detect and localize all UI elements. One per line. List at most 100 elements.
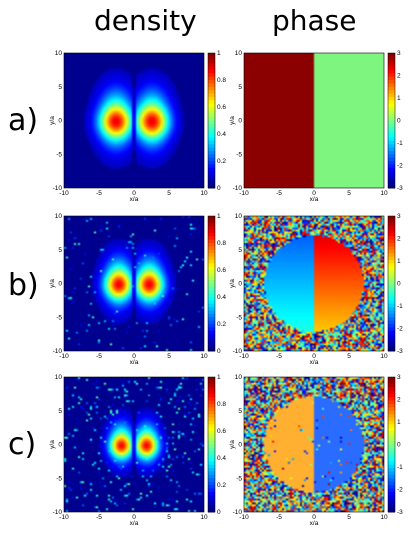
density-heatmap-image (64, 53, 204, 188)
x-axis-label: x/a (310, 196, 319, 203)
colorbar-tick-label: -2 (397, 163, 403, 170)
y-tick-label: 10 (235, 374, 243, 381)
colorbar-tick-label: 0.6 (217, 104, 226, 111)
x-tick-label: -5 (96, 514, 102, 521)
colorbar-tick-label: 0 (217, 185, 221, 192)
x-tick-label: -5 (276, 514, 282, 521)
x-tick-label: -5 (96, 353, 102, 360)
colorbar-tick-label: -1 (397, 464, 403, 471)
colorbar-tick-label: 0.2 (217, 321, 226, 328)
x-tick-label: -5 (276, 353, 282, 360)
x-tick-label: 5 (347, 514, 351, 521)
y-tick-label: -5 (56, 314, 62, 321)
x-tick-label: 5 (167, 190, 171, 197)
x-axis-label: x/a (130, 196, 139, 203)
x-tick-label: 0 (312, 514, 316, 521)
y-tick-label: 0 (238, 281, 242, 288)
y-tick-label: 0 (58, 281, 62, 288)
density-plot: 10 5 0 -5 -10-10 -5 0 5 10 x/a y/a 1 0.8 0.6 0.4 0.2 0 (49, 374, 226, 527)
x-tick-label: 5 (347, 190, 351, 197)
x-tick-label: 0 (132, 514, 136, 521)
colorbar-tick-label: 0.8 (217, 401, 226, 408)
x-tick-label: -10 (59, 514, 69, 521)
x-tick-label: 5 (167, 353, 171, 360)
a-phase-panel: 10 5 0 -5 -10 -10 -5 0 5 10 x/a y/a 3 2 1 0 -1 -2 -3 (228, 50, 408, 210)
y-tick-label: -5 (236, 151, 242, 158)
x-tick-label: 0 (312, 353, 316, 360)
x-tick-label: 0 (132, 190, 136, 197)
density-column-title: density (94, 4, 197, 37)
y-tick-label: -5 (236, 475, 242, 482)
colorbar-tick-label: 0.6 (217, 428, 226, 435)
colorbar-tick-label: 0 (397, 442, 401, 449)
x-axis-label: x/a (130, 359, 139, 366)
colorbar-tick-label: -1 (397, 140, 403, 147)
y-tick-label: 10 (55, 213, 63, 220)
colorbar-tick-label: 1 (217, 213, 221, 220)
density-heatmap-image (64, 377, 204, 512)
y-tick-label: -10 (53, 185, 63, 192)
y-tick-label: 10 (235, 213, 243, 220)
colorbar-tick-label: 0 (217, 509, 221, 516)
phase-heatmap-image (244, 53, 384, 188)
y-tick-label: 10 (55, 374, 63, 381)
x-tick-label: -10 (59, 190, 69, 197)
y-axis-label: y/a (49, 279, 56, 288)
colorbar-tick-label: 3 (397, 50, 401, 57)
x-axis-label: x/a (310, 520, 319, 527)
y-tick-label: -5 (56, 475, 62, 482)
colorbar-tick-label: 3 (397, 213, 401, 220)
y-tick-label: -10 (53, 348, 63, 355)
c-phase-panel: 10 5 0 -5 -10 -10 -5 0 5 10 x/a y/a 3 2 1 0 -1 -2 -3 (228, 374, 408, 534)
colorbar-tick-label: 1 (397, 258, 401, 265)
colorbar-tick-label: 0.4 (217, 294, 226, 301)
y-tick-label: 5 (58, 247, 62, 254)
x-tick-label: 10 (380, 353, 388, 360)
x-tick-label: 0 (132, 353, 136, 360)
colorbar-tick-label: 1 (397, 95, 401, 102)
y-tick-label: -10 (233, 185, 243, 192)
x-tick-label: 10 (200, 190, 208, 197)
y-tick-label: -10 (233, 509, 243, 516)
colorbar-tick-label: 0.2 (217, 482, 226, 489)
y-tick-label: 0 (238, 118, 242, 125)
y-tick-label: 5 (238, 84, 242, 91)
x-tick-label: -10 (59, 353, 69, 360)
y-tick-label: 0 (58, 118, 62, 125)
colorbar-tick-label: 1 (217, 50, 221, 57)
colorbar-tick-label: 2 (397, 73, 401, 80)
colorbar-tick-label: 0 (397, 281, 401, 288)
row-label-a: a) (8, 103, 39, 138)
row-label-c: c) (8, 427, 37, 462)
y-tick-label: -5 (56, 151, 62, 158)
colorbar-tick-label: -3 (397, 185, 403, 192)
colorbar-tick-label: 0.4 (217, 131, 226, 138)
a-density-panel: 10 5 0 -5 -10 -10 -5 0 5 10 x/a y/a 1 0.8 0.6 0.4 0.2 0 (48, 50, 228, 210)
y-axis-label: y/a (49, 116, 56, 125)
y-tick-label: -10 (53, 509, 63, 516)
y-tick-label: 5 (58, 408, 62, 415)
b-density-panel: 10 5 0 -5 -10 -10 -5 0 5 10 x/a y/a 1 0.8 0.6 0.4 0.2 0 (48, 213, 228, 373)
row-label-b: b) (8, 268, 39, 303)
colorbar-tick-label: 0.6 (217, 267, 226, 274)
y-tick-label: -10 (233, 348, 243, 355)
x-tick-label: 10 (380, 190, 388, 197)
x-axis-label: x/a (310, 359, 319, 366)
colorbar-tick-label: 3 (397, 374, 401, 381)
x-axis-label: x/a (130, 520, 139, 527)
colorbar-tick-label: 2 (397, 397, 401, 404)
colorbar-tick-label: -3 (397, 348, 403, 355)
density-plot: 10 5 0 -5 -10-10 -5 0 5 10 x/a y/a 1 0.8 0.6 0.4 0.2 0 (49, 213, 226, 366)
x-tick-label: -10 (239, 190, 249, 197)
colorbar-tick-label: 0.2 (217, 158, 226, 165)
x-tick-label: 10 (200, 514, 208, 521)
x-tick-label: 10 (380, 514, 388, 521)
colorbar-tick-label: -2 (397, 487, 403, 494)
x-tick-label: 5 (347, 353, 351, 360)
y-tick-label: 10 (235, 50, 243, 57)
colorbar-tick-label: 0.8 (217, 240, 226, 247)
x-tick-label: -5 (96, 190, 102, 197)
colorbar-tick-label: 1 (397, 419, 401, 426)
x-tick-label: -10 (239, 353, 249, 360)
